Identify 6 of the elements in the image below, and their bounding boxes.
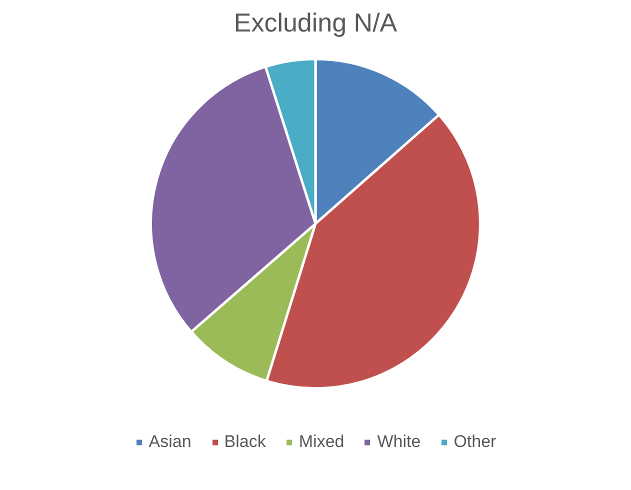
legend-label: White: [377, 432, 421, 452]
legend-label: Asian: [148, 432, 192, 452]
chart-title: Excluding N/A: [234, 8, 398, 38]
legend-label: Other: [454, 432, 496, 452]
legend-label: Black: [224, 432, 266, 452]
legend-label: Mixed: [298, 432, 344, 452]
